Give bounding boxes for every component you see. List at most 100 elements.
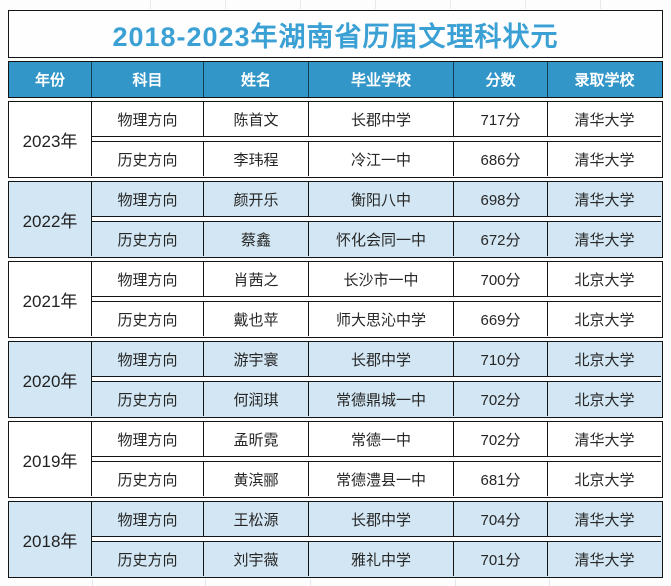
university-cell: 北京大学 bbox=[574, 311, 635, 329]
score-cell: 681分 bbox=[454, 462, 548, 496]
score-cell: 710分 bbox=[454, 342, 548, 376]
school-cell: 雅礼中学 bbox=[309, 542, 454, 576]
score-cell: 698分 bbox=[454, 182, 548, 216]
school-cell: 常德一中 bbox=[309, 422, 454, 456]
university-cell: 清华大学 bbox=[574, 511, 635, 529]
gridline bbox=[525, 0, 526, 9]
gridline bbox=[455, 579, 456, 586]
name-cell: 蔡鑫 bbox=[204, 222, 309, 256]
name-cell: 颜开乐 bbox=[204, 182, 309, 216]
score-cell: 700分 bbox=[454, 262, 548, 296]
subject-cell: 物理方向 bbox=[92, 342, 204, 376]
score-cell: 669分 bbox=[454, 302, 548, 336]
score-cell: 701分 bbox=[454, 542, 548, 576]
year-cell: 2023年 bbox=[9, 102, 92, 176]
name-cell: 何润琪 bbox=[204, 382, 309, 416]
row-divider bbox=[92, 216, 661, 222]
university-cell: 北京大学 bbox=[574, 351, 635, 369]
year-cell: 2018年 bbox=[9, 502, 92, 576]
school-cell: 冷江一中 bbox=[309, 142, 454, 176]
school-cell: 长沙市一中 bbox=[309, 262, 454, 296]
university-cell: 北京大学 bbox=[574, 471, 635, 489]
subject-cell: 历史方向 bbox=[92, 302, 204, 336]
school-cell: 师大思沁中学 bbox=[309, 302, 454, 336]
year-group: 2018年 物理方向 王松源 长郡中学 704分 清华大学 历史方向 刘宇薇 雅… bbox=[8, 501, 663, 578]
university-cell: 清华大学 bbox=[574, 431, 635, 449]
score-cell: 702分 bbox=[454, 382, 548, 416]
name-cell: 肖茜之 bbox=[204, 262, 309, 296]
year-cell: 2020年 bbox=[9, 342, 92, 416]
name-cell: 游宇寰 bbox=[204, 342, 309, 376]
school-cell: 常德鼎城一中 bbox=[309, 382, 454, 416]
gridline bbox=[310, 579, 311, 586]
table-body: 2023年 物理方向 陈首文 长郡中学 717分 清华大学 历史方向 李玮程 冷… bbox=[8, 101, 663, 578]
subject-cell: 物理方向 bbox=[92, 182, 204, 216]
university-cell: 清华大学 bbox=[574, 551, 635, 569]
year-cell: 2022年 bbox=[9, 182, 92, 256]
column-header-school: 毕业学校 bbox=[309, 62, 454, 97]
column-header-year: 年份 bbox=[9, 62, 92, 97]
name-cell: 戴也苹 bbox=[204, 302, 309, 336]
subject-cell: 物理方向 bbox=[92, 262, 204, 296]
subject-cell: 历史方向 bbox=[92, 542, 204, 576]
gridline bbox=[225, 0, 226, 9]
subject-cell: 历史方向 bbox=[92, 222, 204, 256]
subject-cell: 历史方向 bbox=[92, 142, 204, 176]
subject-cell: 物理方向 bbox=[92, 502, 204, 536]
gridline bbox=[92, 579, 93, 586]
subject-cell: 物理方向 bbox=[92, 422, 204, 456]
subject-cell: 历史方向 bbox=[92, 462, 204, 496]
column-header-score: 分数 bbox=[454, 62, 548, 97]
school-cell: 长郡中学 bbox=[309, 102, 454, 136]
school-cell: 常德澧县一中 bbox=[309, 462, 454, 496]
name-cell: 孟昕霓 bbox=[204, 422, 309, 456]
row-divider bbox=[92, 296, 661, 302]
university-cell: 清华大学 bbox=[574, 231, 635, 249]
year-group: 2020年 物理方向 游宇寰 长郡中学 710分 北京大学 历史方向 何润琪 常… bbox=[8, 341, 663, 418]
university-cell: 清华大学 bbox=[574, 111, 635, 129]
gridline bbox=[450, 0, 451, 9]
score-cell: 704分 bbox=[454, 502, 548, 536]
name-cell: 黄滨郦 bbox=[204, 462, 309, 496]
university-cell: 北京大学 bbox=[574, 271, 635, 289]
school-cell: 长郡中学 bbox=[309, 342, 454, 376]
table-title-box: 2018-2023年湖南省历届文理科状元 bbox=[8, 10, 663, 58]
year-group: 2022年 物理方向 颜开乐 衡阳八中 698分 清华大学 历史方向 蔡鑫 怀化… bbox=[8, 181, 663, 258]
gridline bbox=[205, 579, 206, 586]
gridline bbox=[549, 579, 550, 586]
university-cell: 清华大学 bbox=[574, 191, 635, 209]
year-group: 2023年 物理方向 陈首文 长郡中学 717分 清华大学 历史方向 李玮程 冷… bbox=[8, 101, 663, 178]
column-header-name: 姓名 bbox=[204, 62, 309, 97]
year-cell: 2021年 bbox=[9, 262, 92, 336]
gridline bbox=[300, 0, 301, 9]
table-header-row: 年份 科目 姓名 毕业学校 分数 录取学校 bbox=[8, 61, 663, 98]
gridline bbox=[375, 0, 376, 9]
school-cell: 怀化会同一中 bbox=[309, 222, 454, 256]
name-cell: 陈首文 bbox=[204, 102, 309, 136]
year-cell: 2019年 bbox=[9, 422, 92, 496]
subject-cell: 物理方向 bbox=[92, 102, 204, 136]
column-header-university: 录取学校 bbox=[574, 72, 635, 89]
year-group: 2019年 物理方向 孟昕霓 常德一中 702分 清华大学 历史方向 黄滨郦 常… bbox=[8, 421, 663, 498]
score-cell: 702分 bbox=[454, 422, 548, 456]
column-header-subject: 科目 bbox=[92, 62, 204, 97]
year-group: 2021年 物理方向 肖茜之 长沙市一中 700分 北京大学 历史方向 戴也苹 … bbox=[8, 261, 663, 338]
school-cell: 长郡中学 bbox=[309, 502, 454, 536]
row-divider bbox=[92, 376, 661, 382]
table-title: 2018-2023年湖南省历届文理科状元 bbox=[112, 21, 559, 52]
name-cell: 刘宇薇 bbox=[204, 542, 309, 576]
gridline bbox=[150, 0, 151, 9]
row-divider bbox=[92, 136, 661, 142]
score-cell: 672分 bbox=[454, 222, 548, 256]
university-cell: 北京大学 bbox=[574, 391, 635, 409]
score-cell: 717分 bbox=[454, 102, 548, 136]
name-cell: 王松源 bbox=[204, 502, 309, 536]
score-cell: 686分 bbox=[454, 142, 548, 176]
university-cell: 清华大学 bbox=[574, 151, 635, 169]
gridline bbox=[600, 0, 601, 9]
row-divider bbox=[92, 456, 661, 462]
school-cell: 衡阳八中 bbox=[309, 182, 454, 216]
name-cell: 李玮程 bbox=[204, 142, 309, 176]
subject-cell: 历史方向 bbox=[92, 382, 204, 416]
row-divider bbox=[92, 536, 661, 542]
